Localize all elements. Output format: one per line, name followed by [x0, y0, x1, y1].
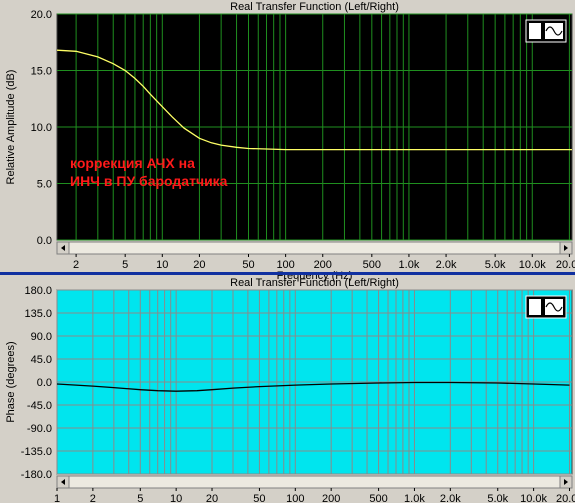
- arrow-right-icon: [564, 479, 568, 485]
- y-tick-label: 10.0: [31, 122, 52, 134]
- x-tick-label: 5: [137, 493, 143, 503]
- series-line: [56, 381, 570, 392]
- x-tick-label: 5: [122, 259, 128, 271]
- y-tick-label: -45.0: [27, 400, 52, 412]
- y-tick-label: -180.0: [21, 469, 52, 481]
- y-tick-label: 0.0: [37, 377, 52, 389]
- arrow-left-icon: [61, 479, 65, 485]
- x-tick-label: 200: [314, 259, 332, 271]
- series-line: [56, 49, 572, 151]
- horizontal-grid: [57, 13, 572, 241]
- signal-generator-icon[interactable]: [525, 19, 567, 43]
- x-scrollbar[interactable]: [56, 475, 573, 489]
- panel-divider: [0, 272, 575, 275]
- badge-left-block: [529, 299, 541, 315]
- y-tick-label: 15.0: [31, 66, 52, 78]
- phase-chart: Real Transfer Function (Left/Right) 180.0…: [5, 277, 575, 503]
- x-tick-label: 2.0k: [436, 259, 457, 271]
- y-axis-label: Relative Amplitude (dB): [5, 70, 17, 185]
- x-tick-label: 100: [286, 493, 304, 503]
- x-tick-label: 100: [276, 259, 294, 271]
- horizontal-grid: [57, 289, 572, 475]
- x-tick-label: 1.0k: [404, 493, 425, 503]
- badge-left-block: [529, 23, 541, 39]
- y-tick-label: -90.0: [27, 423, 52, 435]
- x-tick-label: 10.0k: [520, 493, 547, 503]
- y-tick-label: 0.0: [37, 235, 52, 247]
- y-tick-label: 135.0: [24, 308, 52, 320]
- y-tick-label: 90.0: [31, 331, 52, 343]
- x-tick-label: 2: [73, 259, 79, 271]
- badge-sine-wave: [545, 26, 563, 36]
- x-tick-label: 50: [253, 493, 265, 503]
- y-tick-label: -135.0: [21, 446, 52, 458]
- x-tick-label: 500: [369, 493, 387, 503]
- x-tick-label: 5.0k: [487, 493, 508, 503]
- annotation-text: ИНЧ в ПУ бародатчика: [70, 173, 228, 189]
- x-tick-label: 2.0k: [440, 493, 461, 503]
- x-tick-label: 20: [206, 493, 218, 503]
- x-tick-label: 2: [90, 493, 96, 503]
- x-tick-label: 1.0k: [399, 259, 420, 271]
- annotation-text: коррекция АЧХ на: [70, 155, 195, 171]
- chart-title: Real Transfer Function (Left/Right): [230, 277, 399, 289]
- x-tick-label: 500: [363, 259, 381, 271]
- x-tick-label: 1: [54, 493, 60, 503]
- x-tick-label: 200: [322, 493, 340, 503]
- x-tick-label: 10.0k: [519, 259, 546, 271]
- x-tick-label: 20: [193, 259, 205, 271]
- x-tick-label: 10: [156, 259, 168, 271]
- amplitude-chart: Real Transfer Function (Left/Right)20.01…: [5, 1, 575, 282]
- y-tick-label: 180.0: [24, 285, 52, 297]
- y-axis-label: Phase (degrees): [5, 341, 17, 422]
- y-tick-label: 5.0: [37, 179, 52, 191]
- badge-sine-wave: [545, 302, 563, 312]
- x-scrollbar[interactable]: [56, 241, 573, 255]
- signal-generator-icon[interactable]: [525, 295, 567, 319]
- arrow-right-icon: [564, 245, 568, 251]
- x-tick-label: 20.0k: [556, 259, 575, 271]
- x-tick-label: 20.0k: [556, 493, 575, 503]
- y-tick-label: 45.0: [31, 354, 52, 366]
- x-tick-label: 5.0k: [485, 259, 506, 271]
- chart-title: Real Transfer Function (Left/Right): [230, 1, 399, 13]
- x-tick-label: 10: [170, 493, 182, 503]
- x-tick-label: 50: [242, 259, 254, 271]
- y-tick-label: 20.0: [31, 9, 52, 21]
- arrow-left-icon: [61, 245, 65, 251]
